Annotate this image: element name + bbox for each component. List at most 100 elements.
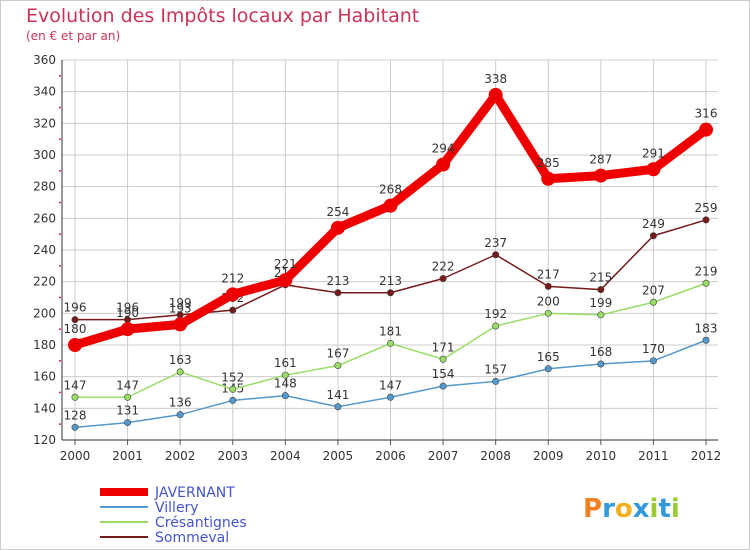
data-label: 152 xyxy=(221,370,244,384)
y-tick-label: 200 xyxy=(33,306,56,320)
chart-title: Evolution des Impôts locaux par Habitant xyxy=(26,5,419,27)
x-tick-label: 2006 xyxy=(375,449,406,463)
data-point xyxy=(649,357,657,365)
x-tick-label: 2002 xyxy=(165,449,196,463)
y-tick-label: 240 xyxy=(33,243,56,257)
data-point xyxy=(492,251,500,259)
series-villery: 128131136145148141147154157165168170183 xyxy=(64,321,718,431)
logo-letter: r xyxy=(602,494,615,524)
y-tick-label: 260 xyxy=(33,211,56,225)
data-label: 131 xyxy=(116,404,139,418)
data-label: 192 xyxy=(484,307,507,321)
y-tick-label: 220 xyxy=(33,275,56,289)
data-label: 259 xyxy=(695,201,718,215)
data-label: 285 xyxy=(537,156,560,170)
data-point xyxy=(334,362,342,370)
data-point xyxy=(646,162,661,177)
data-point xyxy=(330,220,345,235)
data-label: 294 xyxy=(432,142,455,156)
logo-letter: o xyxy=(615,494,633,524)
data-label: 165 xyxy=(537,350,560,364)
series-sommeval: 196196199202218213213222237217215249259 xyxy=(64,201,718,324)
legend-label: JAVERNANT xyxy=(154,485,235,501)
data-label: 196 xyxy=(64,301,87,315)
logo-letter: t xyxy=(658,494,670,524)
data-label: 136 xyxy=(169,396,192,410)
x-tick-label: 2010 xyxy=(586,449,617,463)
legend-item: Sommeval xyxy=(100,530,229,546)
x-tick-label: 2007 xyxy=(428,449,459,463)
data-label: 338 xyxy=(484,72,507,86)
y-tick-label: 180 xyxy=(33,338,56,352)
data-point xyxy=(386,339,394,347)
data-label: 170 xyxy=(642,342,665,356)
data-point xyxy=(120,322,135,337)
data-point xyxy=(541,171,556,186)
legend-item: Crésantignes xyxy=(100,515,247,531)
y-tick-label: 280 xyxy=(33,180,56,194)
data-label: 254 xyxy=(326,205,349,219)
data-point xyxy=(649,232,657,240)
data-point xyxy=(281,392,289,400)
data-point xyxy=(702,279,710,287)
data-point xyxy=(229,385,237,393)
data-label: 128 xyxy=(64,408,87,422)
x-tick-label: 2008 xyxy=(480,449,511,463)
data-label: 167 xyxy=(326,347,349,361)
data-label: 213 xyxy=(379,274,402,288)
grid xyxy=(62,59,718,441)
data-point xyxy=(488,87,503,102)
data-label: 183 xyxy=(695,321,718,335)
data-point xyxy=(68,338,82,352)
data-point xyxy=(439,274,447,282)
data-label: 212 xyxy=(221,271,244,285)
axes: 120 140 160 180 200 220 240 260 280 300 320 340 360 2… xyxy=(33,53,721,463)
data-label: 217 xyxy=(537,267,560,281)
data-label: 163 xyxy=(169,353,192,367)
data-point xyxy=(597,311,605,319)
data-label: 180 xyxy=(64,322,87,336)
data-point xyxy=(439,382,447,390)
data-label: 200 xyxy=(537,294,560,308)
y-tick-label: 360 xyxy=(33,53,56,67)
data-point xyxy=(386,289,394,297)
data-point xyxy=(702,216,710,224)
logo-letter: i xyxy=(650,494,659,524)
y-tick-label: 160 xyxy=(33,370,56,384)
x-tick-label: 2004 xyxy=(270,449,301,463)
x-tick-label: 2003 xyxy=(217,449,248,463)
data-label: 268 xyxy=(379,183,402,197)
data-point xyxy=(383,198,398,213)
legend-item: JAVERNANT xyxy=(100,485,235,501)
data-point xyxy=(649,298,657,306)
logo-letter: P xyxy=(583,494,602,524)
data-point xyxy=(225,287,240,302)
data-point xyxy=(176,411,184,419)
series: 1281311361451481411471541571651681701831… xyxy=(64,72,718,431)
legend-item: Villery xyxy=(100,500,199,516)
x-tick-label: 2011 xyxy=(638,449,669,463)
data-point xyxy=(173,317,188,332)
data-point xyxy=(124,419,132,427)
data-label: 161 xyxy=(274,356,297,370)
proxiti-logo: Proxiti xyxy=(583,494,680,524)
data-point xyxy=(278,273,293,288)
x-tick-label: 2012 xyxy=(691,449,722,463)
data-label: 219 xyxy=(695,264,718,278)
logo-text: Proxiti xyxy=(583,494,680,524)
data-label: 147 xyxy=(116,378,139,392)
y-tick-label: 300 xyxy=(33,148,56,162)
data-label: 199 xyxy=(169,296,192,310)
data-point xyxy=(436,157,451,172)
data-label: 154 xyxy=(432,367,455,381)
x-tick-label: 2009 xyxy=(533,449,564,463)
data-point xyxy=(699,122,713,137)
data-label: 168 xyxy=(589,345,612,359)
series-cr-santignes: 147 147 163 152 161 167 181 171 192 200 199 207 219 xyxy=(64,264,718,401)
y-tick-label: 320 xyxy=(33,116,56,130)
data-point xyxy=(597,286,605,294)
data-point xyxy=(176,368,184,376)
data-label: 147 xyxy=(64,378,87,392)
